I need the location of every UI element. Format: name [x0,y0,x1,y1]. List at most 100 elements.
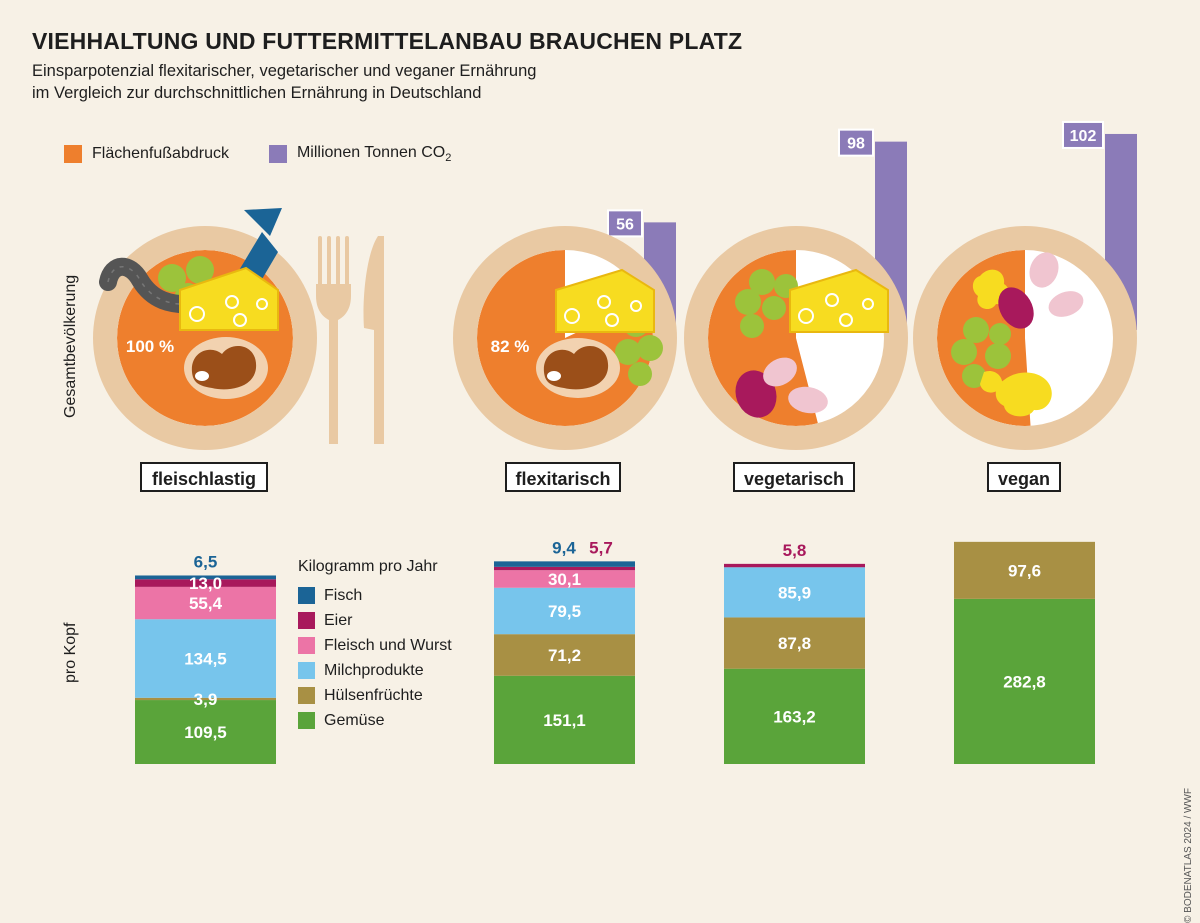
kg-legend-title: Kilogramm pro Jahr [298,558,438,575]
kg-legend-label: Milchprodukte [324,661,424,679]
kg-legend-swatch [298,712,315,729]
bar-segment-fleischlastig-eier [135,579,276,587]
bar-label-flexitarisch-gemüse: 151,1 [543,711,586,730]
bar-segment-fleischlastig-gemüse [135,700,276,764]
legend-label-area: Flächenfußabdruck [92,145,229,163]
kg-legend-swatch [298,612,315,629]
bar-segment-flexitarisch-hülsenfrüchte [494,634,635,676]
plate-flexitarisch [453,226,677,450]
bar-label-vegetarisch-gemüse: 163,2 [773,707,816,726]
kg-legend: Kilogramm pro Jahr Fisch Eier Fleisch und … [298,558,452,733]
subtitle-line-2: im Vergleich zur durchschnittlichen Ernä… [32,84,482,102]
area-pct-label-vegan: 51 % [1043,337,1082,356]
bar-segment-fleischlastig-fleisch-und-wurst [135,586,276,620]
fork-icon [316,236,351,444]
plate-fleischlastig [93,208,317,450]
sausage-icon [99,257,205,314]
chart-title: VIEHHALTUNG UND FUTTERMITTELANBAU BRAUCH… [32,28,743,54]
bar-segment-vegetarisch-eier [724,563,865,568]
bar-label-fleischlastig-fisch: 6,5 [194,552,218,571]
beans-icon [998,252,1084,329]
kg-legend-swatch [298,587,315,604]
subtitle-line-1: Einsparpotenzial flexitarischer, vegetar… [32,62,537,80]
bar-label-fleischlastig-fleisch-und-wurst: 55,4 [189,594,223,613]
copyright-note: © BODENATLAS 2024 / WWF [1183,788,1194,923]
bar-label-flexitarisch-eier: 5,7 [589,538,613,557]
bar-segment-vegetarisch-hülsenfrüchte [724,617,865,669]
kg-legend-item-fisch: Fisch [298,583,452,608]
knife-icon [363,236,384,444]
bar-label-vegan-gemüse: 282,8 [1003,672,1046,691]
bar-segment-fleischlastig-milchprodukte [135,619,276,698]
plates [93,208,1137,450]
kg-legend-item-eier: Eier [298,608,452,633]
bar-label-vegetarisch-hülsenfrüchte: 87,8 [778,634,811,653]
grapes-icon [735,269,798,338]
bar-segment-flexitarisch-fisch [494,561,635,567]
plate-vegetarisch [684,226,908,450]
bar-segment-flexitarisch-fleisch-und-wurst [494,570,635,588]
kg-legend-label: Hülsenfrüchte [324,686,423,704]
bar-label-fleischlastig-gemüse: 109,5 [184,723,227,742]
bar-label-flexitarisch-fisch: 9,4 [552,538,576,557]
legend-swatch-orange [64,145,82,164]
bar-label-flexitarisch-hülsenfrüchte: 71,2 [548,646,581,665]
diet-label-vegan: vegan [987,462,1061,492]
legend-item-area: Flächenfußabdruck [64,145,229,164]
grapes-icon [951,317,1011,388]
legend-item-co2: Millionen Tonnen CO2 [268,144,452,165]
bar-segment-vegan-gemüse [954,598,1095,764]
steak-icon [536,338,620,398]
cheese-icon [789,268,889,333]
bar-segment-flexitarisch-eier [494,566,635,571]
pct-labels: 100 % 82 % 54 % 51 % [126,337,1081,356]
kg-legend-label: Gemüse [324,711,385,729]
legend-label-co2: Millionen Tonnen CO2 [296,144,452,165]
bar-label-vegetarisch-eier: 5,8 [783,541,807,560]
bar-segment-vegetarisch-milchprodukte [724,567,865,618]
bar-segment-vegan-hülsenfrüchte [954,541,1095,599]
kg-legend-item-milchprodukte: Milchprodukte [298,658,452,683]
bar-label-flexitarisch-fleisch-und-wurst: 30,1 [548,570,581,589]
top-legend: Flächenfußabdruck Millionen Tonnen CO2 [64,144,491,164]
bar-label-fleischlastig-eier: 13,0 [189,574,222,593]
co2-value-label-vegetarisch: 98 [847,136,865,153]
bar-label-fleischlastig-milchprodukte: 134,5 [184,650,227,669]
chart-subtitle: Einsparpotenzial flexitarischer, vegetar… [32,60,672,104]
beans-icon [735,357,828,418]
kg-legend-swatch [298,662,315,679]
kg-legend-label: Eier [324,611,353,629]
plate-vegan [913,226,1137,450]
bar-segment-flexitarisch-milchprodukte [494,587,635,635]
co2-value-label-flexitarisch: 56 [616,216,634,233]
diet-label-fleischlastig: fleischlastig [140,462,268,492]
diet-label-flexitarisch: flexitarisch [505,462,621,492]
kg-legend-swatch [298,637,315,654]
bar-label-vegan-hülsenfrüchte: 97,6 [1008,561,1041,580]
chart-canvas: 56 98 102 [93,120,1137,764]
co2-value-box-flexitarisch [607,209,643,238]
bar-segment-vegetarisch-gemüse [724,668,865,764]
area-pct-label-vegetarisch: 54 % [815,337,854,356]
kg-legend-item-gemüse: Gemüse [298,708,452,733]
kg-legend-label: Fleisch und Wurst [324,636,452,654]
cheese-icon [555,268,655,333]
area-pct-label-flexitarisch: 82 % [491,337,530,356]
steak-icon [184,337,268,399]
bar-label-fleischlastig-hülsenfrüchte: 3,9 [194,690,218,709]
legend-swatch-purple [268,145,287,164]
stacked-bars: 109,5 3,9 134,5 55,413,0 6,5 151,1 71,2 79,5 30,… [135,538,1095,764]
bar-segment-fleischlastig-hülsenfrüchte [135,697,276,701]
co2-value-box-vegetarisch [838,128,874,157]
bar-label-vegetarisch-milchprodukte: 85,9 [778,583,811,602]
co2-value-label-vegan: 102 [1070,128,1097,145]
kg-legend-swatch [298,687,315,704]
kg-legend-label: Fisch [324,586,363,604]
bar-label-flexitarisch-milchprodukte: 79,5 [548,602,581,621]
cheese-icon [179,266,279,331]
area-pct-label-fleischlastig: 100 % [126,337,174,356]
diet-label-vegetarisch: vegetarisch [733,462,855,492]
bar-segment-flexitarisch-gemüse [494,675,635,764]
kg-legend-item-hülsenfrüchte: Hülsenfrüchte [298,683,452,708]
kg-legend-item-fleisch-und-wurst: Fleisch und Wurst [298,633,452,658]
